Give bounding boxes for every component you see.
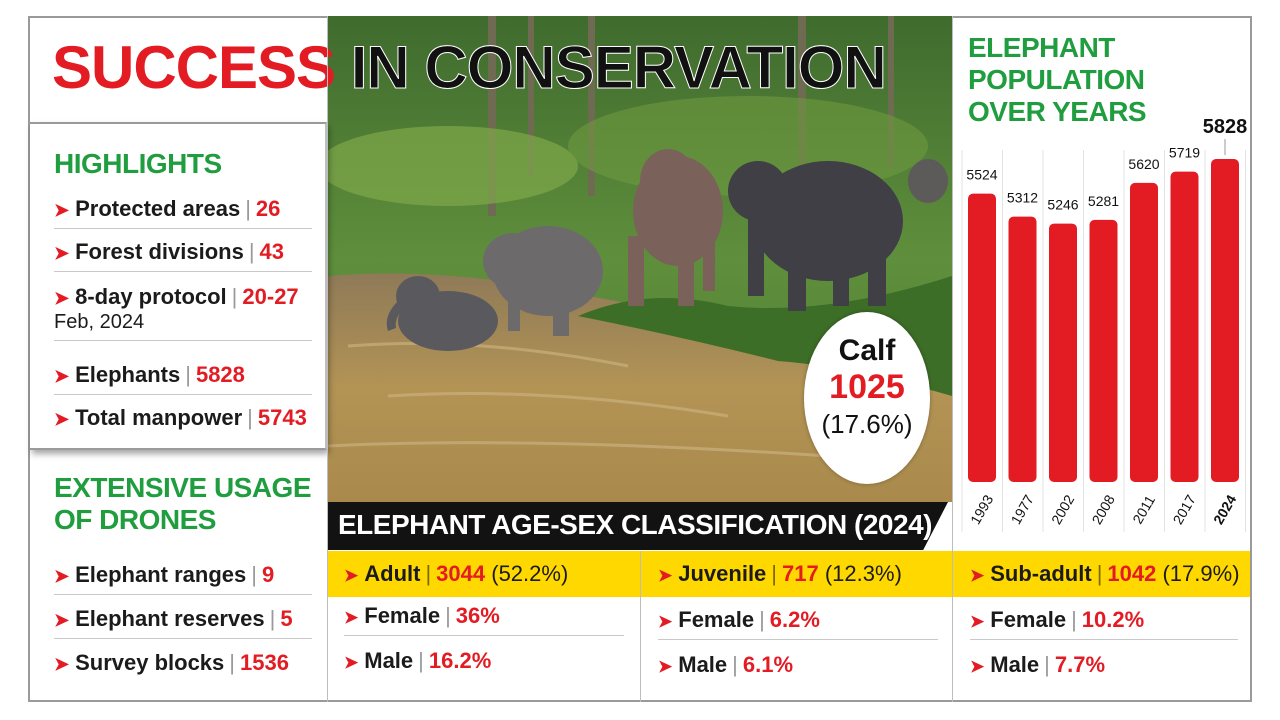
drone-item: ➤ Elephant reserves | 5 — [54, 606, 312, 640]
adult-male-row: ➤ Male | 16.2% — [344, 648, 492, 673]
bar-value-label: 5312 — [1007, 190, 1038, 206]
x-tick-label: 2017 — [1169, 492, 1199, 527]
calf-badge: Calf 1025 (17.6%) — [804, 312, 930, 484]
column-divider — [640, 551, 641, 702]
bar-2017 — [1170, 171, 1199, 482]
column-divider — [952, 16, 953, 702]
bar-value-label: 5524 — [966, 167, 997, 183]
bar-2002 — [1049, 223, 1077, 482]
calf-label: Calf — [838, 334, 896, 367]
population-chart: 5524 1993 5312 1977 5246 2002 5281 2008 5620 2011… — [952, 110, 1250, 550]
bar-value-label: 5620 — [1128, 156, 1159, 172]
column-divider — [327, 16, 328, 702]
chevron-right-icon: ➤ — [54, 409, 70, 429]
bar-2011 — [1130, 182, 1158, 482]
bar-2008 — [1089, 219, 1118, 482]
highlight-item: ➤ Forest divisions | 43 — [54, 239, 312, 273]
highlight-item: ➤ 8-day protocol | 20-27 Feb, 2024 — [54, 284, 312, 342]
bar-1993 — [968, 193, 996, 482]
chevron-right-icon: ➤ — [54, 243, 70, 263]
chevron-right-icon: ➤ — [344, 566, 359, 585]
elephant-herd-photo — [328, 16, 952, 502]
x-tick-label: 2024 — [1210, 492, 1240, 527]
x-tick-label: 2008 — [1088, 492, 1118, 527]
drone-item: ➤ Survey blocks | 1536 — [54, 650, 289, 675]
x-tick-label: 2011 — [1129, 492, 1158, 526]
bar-2024 — [1211, 159, 1239, 482]
highlight-item: ➤ Total manpower | 5743 — [54, 405, 307, 430]
title-part-2: IN CONSERVATION — [350, 34, 887, 101]
adult-summary: ➤ Adult | 3044 (52.2%) — [344, 561, 569, 586]
highlights-heading: HIGHLIGHTS — [54, 148, 222, 179]
chevron-right-icon: ➤ — [54, 610, 70, 630]
adult-female-row: ➤ Female | 36% — [344, 603, 624, 636]
bar-value-label: 5246 — [1047, 197, 1078, 213]
juvenile-female-row: ➤ Female | 6.2% — [658, 607, 938, 640]
classification-banner: ELEPHANT AGE-SEX CLASSIFICATION (2024) — [328, 502, 948, 550]
title-part-1: SUCCESS — [52, 34, 336, 101]
calf-percent: (17.6%) — [821, 409, 913, 439]
chevron-right-icon: ➤ — [54, 200, 70, 220]
juvenile-male-row: ➤ Male | 6.1% — [658, 652, 794, 677]
x-tick-label: 2002 — [1048, 492, 1078, 527]
chevron-right-icon: ➤ — [54, 566, 70, 586]
bar-value-label: 5828 — [1203, 116, 1248, 138]
chevron-right-icon: ➤ — [658, 612, 673, 631]
chevron-right-icon: ➤ — [344, 608, 359, 627]
left-column: HIGHLIGHTS ➤ Protected areas | 26 ➤ Forest d… — [30, 122, 327, 702]
calf-value: 1025 — [829, 368, 905, 406]
highlight-item: ➤ Elephants | 5828 — [54, 362, 312, 396]
x-tick-label: 1977 — [1007, 492, 1037, 527]
highlights-box: HIGHLIGHTS ➤ Protected areas | 26 ➤ Forest d… — [30, 122, 327, 450]
subadult-male-row: ➤ Male | 7.7% — [970, 652, 1106, 677]
bar-value-label: 5719 — [1169, 145, 1200, 161]
highlight-item: ➤ Protected areas | 26 — [54, 196, 312, 230]
highlight-subtext: Feb, 2024 — [54, 311, 145, 334]
chevron-right-icon: ➤ — [658, 657, 673, 676]
chevron-right-icon: ➤ — [54, 366, 70, 386]
population-bar-chart: 5524 1993 5312 1977 5246 2002 5281 2008 5620 2011… — [961, 116, 1248, 532]
x-tick-label: 1993 — [967, 492, 997, 527]
infographic-title: SUCCESS IN CONSERVATION — [52, 37, 887, 98]
subadult-female-row: ➤ Female | 10.2% — [970, 607, 1238, 640]
chevron-right-icon: ➤ — [54, 654, 70, 674]
bar-value-label: 5281 — [1088, 193, 1119, 209]
chevron-right-icon: ➤ — [658, 566, 673, 585]
bar-1977 — [1008, 216, 1037, 482]
juvenile-summary: ➤ Juvenile | 717 (12.3%) — [658, 561, 902, 586]
classification-strip: ➤ Adult | 3044 (52.2%) ➤ Juvenile | 717 (12.3%… — [328, 551, 1250, 597]
chart-title: ELEPHANT POPULATION OVER YEARS — [968, 32, 1147, 128]
drone-item: ➤ Elephant ranges | 9 — [54, 562, 312, 596]
drones-heading: EXTENSIVE USAGE OF DRONES — [54, 472, 312, 536]
chevron-right-icon: ➤ — [344, 653, 359, 672]
subadult-summary: ➤ Sub-adult | 1042 (17.9%) — [970, 561, 1240, 586]
chevron-right-icon: ➤ — [54, 288, 70, 308]
chevron-right-icon: ➤ — [970, 657, 985, 676]
chevron-right-icon: ➤ — [970, 612, 985, 631]
chevron-right-icon: ➤ — [970, 566, 985, 585]
